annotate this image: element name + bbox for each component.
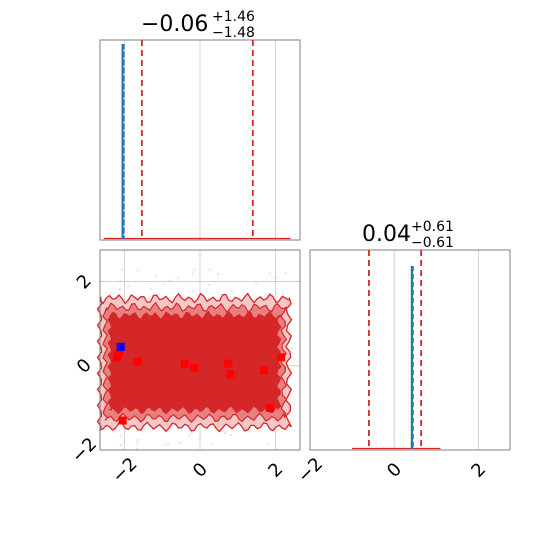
- background-sample: [118, 288, 121, 291]
- background-sample: [178, 442, 181, 445]
- background-sample: [207, 297, 210, 300]
- histogram-param0-frame: [99, 39, 301, 241]
- background-sample: [119, 444, 122, 447]
- background-sample: [136, 269, 139, 272]
- histogram-panel-param1: −2 0 2: [294, 249, 511, 488]
- background-sample: [267, 442, 270, 445]
- background-sample: [188, 434, 191, 437]
- background-sample: [268, 272, 271, 275]
- sample-markers: [112, 342, 286, 425]
- red-sample-marker-2: [118, 416, 127, 425]
- y-tick-label-2: 2: [73, 270, 96, 293]
- contour-panel: −2 0 2 −2 0 2: [68, 249, 301, 488]
- x-tick-label-2: 2: [264, 459, 287, 482]
- param1-median: 0.04: [362, 222, 411, 247]
- background-sample: [181, 428, 184, 431]
- param1-lower: −0.61: [411, 235, 454, 251]
- y-tick-label-0: −2: [68, 434, 102, 468]
- background-sample: [135, 447, 138, 450]
- red-sample-marker-1: [114, 349, 123, 358]
- background-sample: [230, 290, 233, 293]
- background-sample: [282, 292, 285, 295]
- background-sample: [119, 435, 122, 438]
- background-sample: [255, 282, 258, 285]
- background-sample: [230, 434, 233, 437]
- background-sample: [277, 428, 280, 431]
- histogram-panel-param0: [99, 39, 301, 241]
- histogram-param0-quantile-lines: [140, 40, 254, 240]
- background-sample: [168, 279, 171, 282]
- histogram-param1-grid: [309, 250, 479, 450]
- x-tick-label-0: −2: [294, 454, 328, 488]
- background-sample: [164, 443, 167, 446]
- param1-title: 0.04 +0.61 −0.61: [362, 219, 454, 251]
- background-sample: [284, 272, 287, 275]
- background-sample: [148, 297, 151, 300]
- background-sample: [167, 442, 170, 445]
- background-sample: [177, 276, 180, 279]
- background-sample: [216, 273, 219, 276]
- param0-median: −0.06: [141, 12, 208, 37]
- background-sample: [287, 413, 290, 416]
- background-sample: [118, 288, 121, 291]
- background-sample: [210, 443, 213, 446]
- red-sample-marker-5: [190, 363, 199, 372]
- contour-level-inner: [107, 310, 282, 415]
- background-sample: [207, 283, 210, 286]
- x-tick-label-0: −2: [108, 454, 142, 488]
- histogram-param1-quantile-lines: [368, 250, 423, 450]
- histogram-param1-series: [352, 266, 441, 450]
- background-sample: [190, 431, 193, 434]
- background-sample: [198, 438, 201, 441]
- histogram-param1-frame: [309, 249, 511, 451]
- contour-y-tick-labels: −2 0 2: [68, 270, 102, 467]
- background-sample: [193, 268, 196, 271]
- red-sample-marker-7: [226, 370, 235, 379]
- param0-title: −0.06 +1.46 −1.48: [141, 9, 255, 41]
- param0-lower: −1.48: [212, 25, 255, 41]
- param1-upper: +0.61: [411, 219, 454, 235]
- background-sample: [149, 287, 152, 290]
- red-sample-marker-3: [133, 357, 142, 366]
- background-sample: [191, 272, 194, 275]
- contour-panel-frame: [99, 249, 301, 451]
- background-sample: [223, 432, 226, 435]
- contour-x-tick-labels: −2 0 2: [108, 454, 287, 488]
- param0-upper: +1.46: [212, 9, 255, 25]
- red-sample-marker-0: [112, 353, 121, 362]
- red-sample-marker-10: [277, 353, 286, 362]
- red-sample-marker-8: [260, 366, 269, 374]
- x-tick-label-2: 2: [467, 459, 490, 482]
- background-sample: [290, 347, 293, 350]
- background-sample: [119, 280, 122, 283]
- background-sample: [137, 438, 140, 441]
- x-tick-label-1: 0: [383, 459, 406, 482]
- background-sample: [120, 268, 123, 271]
- background-sample: [155, 274, 158, 277]
- background-sample: [126, 285, 129, 288]
- background-sample: [136, 441, 139, 444]
- red-sample-marker-4: [180, 359, 189, 368]
- histogram-param1-x-tick-labels: −2 0 2: [294, 454, 491, 488]
- histogram-param0-series: [103, 44, 291, 240]
- x-tick-label-1: 0: [189, 459, 212, 482]
- background-sample: [208, 268, 211, 271]
- density-contours: [96, 292, 293, 433]
- red-sample-marker-6: [224, 359, 233, 368]
- truth-marker-0: [116, 342, 125, 351]
- background-sample: [162, 283, 165, 286]
- background-sample: [191, 289, 194, 292]
- red-sample-marker-9: [265, 403, 274, 412]
- y-tick-label-1: 0: [73, 355, 96, 378]
- background-sample: [274, 276, 277, 279]
